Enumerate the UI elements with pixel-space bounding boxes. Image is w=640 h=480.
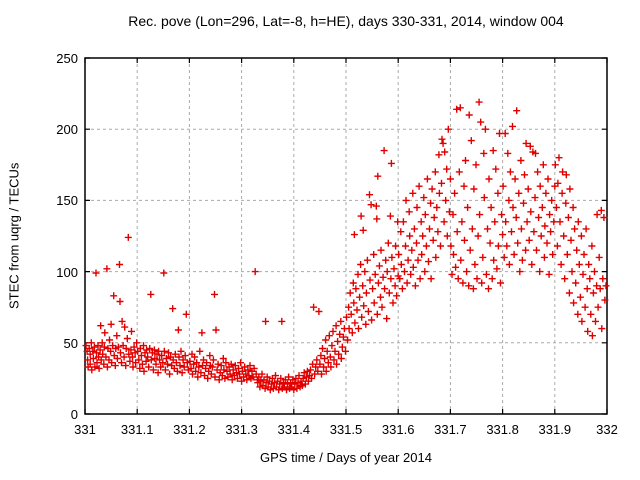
x-tick-label: 331.5 — [329, 422, 363, 437]
x-tick-label: 331.2 — [173, 422, 206, 437]
grid-lines — [85, 58, 607, 414]
y-tick-label: 0 — [70, 407, 78, 422]
x-tick-label: 331 — [74, 422, 96, 437]
x-tick-label: 331.9 — [538, 422, 572, 437]
x-axis-label: GPS time / Days of year 2014 — [260, 450, 432, 465]
chart-title: Rec. pove (Lon=296, Lat=-8, h=HE), days … — [128, 13, 564, 29]
y-tick-label: 150 — [56, 193, 78, 209]
x-tick-label: 331.1 — [120, 422, 154, 437]
x-tick-label: 331.7 — [434, 422, 467, 437]
x-tick-label: 331.8 — [486, 422, 519, 437]
x-tick-label: 331.4 — [277, 422, 311, 437]
data-points — [82, 98, 610, 394]
y-tick-label: 200 — [56, 122, 78, 138]
x-tick-label: 331.3 — [225, 422, 258, 437]
tick-marks — [84, 57, 608, 415]
y-tick-label: 250 — [56, 51, 78, 66]
y-tick-label: 50 — [63, 335, 78, 351]
x-tick-label: 332 — [596, 422, 618, 437]
y-tick-label: 100 — [56, 264, 78, 280]
x-tick-label: 331.6 — [381, 422, 415, 437]
